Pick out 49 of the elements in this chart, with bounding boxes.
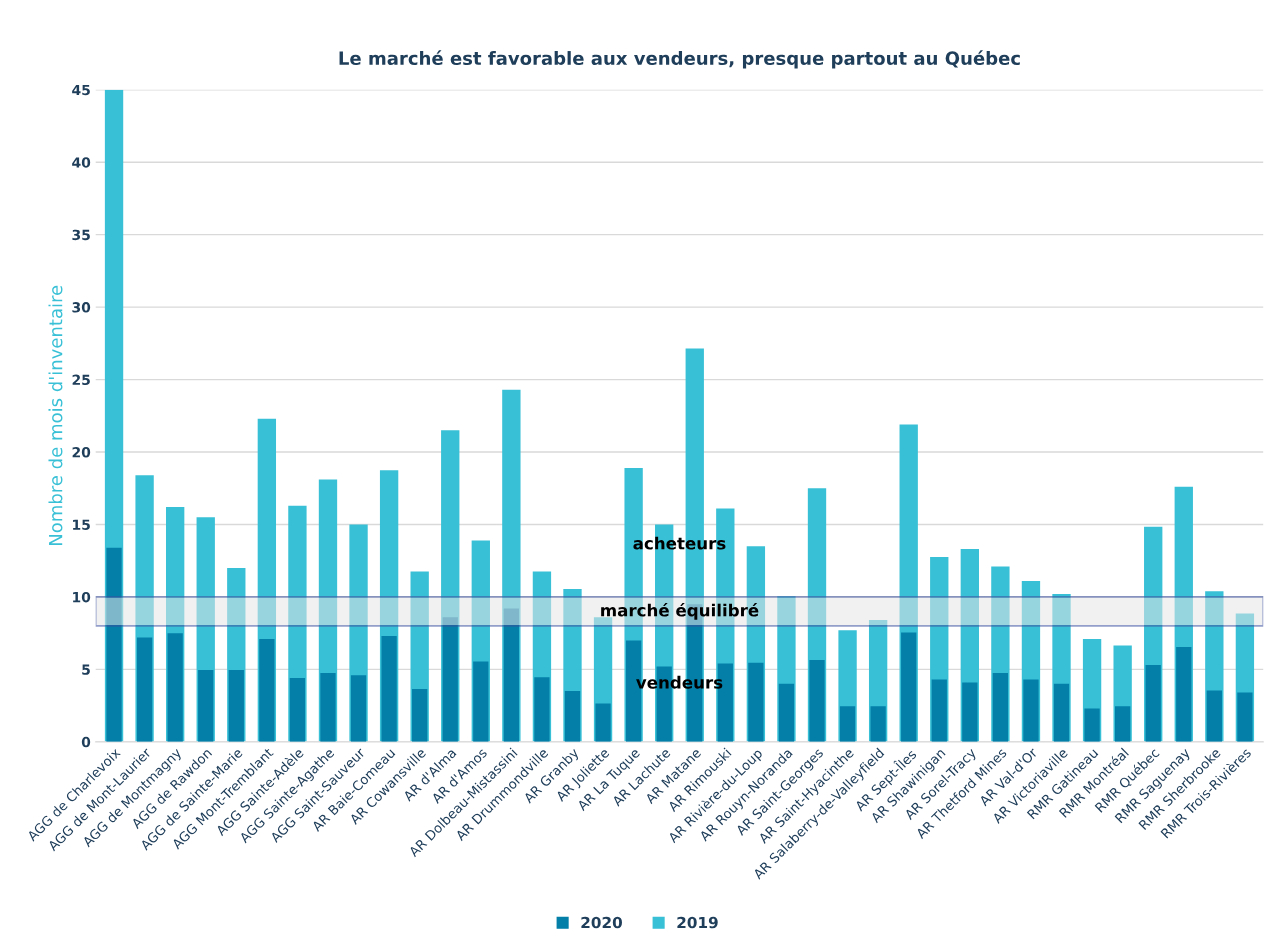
bar (503, 608, 520, 742)
bar (534, 677, 550, 742)
bar (809, 659, 825, 742)
chart-title: Le marché est favorable aux vendeurs, presque partout au Québec (339, 50, 1020, 69)
bar (901, 632, 917, 742)
bar (1145, 665, 1161, 742)
bar (228, 670, 244, 742)
bar (870, 706, 886, 742)
y-tick-label: 0 (81, 736, 91, 748)
bar (106, 547, 122, 742)
y-tick-label: 35 (72, 229, 90, 241)
bar (564, 691, 581, 742)
bar (1115, 706, 1131, 742)
y-tick-label: 40 (72, 157, 91, 168)
bar (839, 706, 856, 742)
y-tick-label: 15 (73, 519, 90, 530)
bar (259, 638, 275, 742)
bar (442, 617, 458, 742)
bar (412, 688, 428, 742)
y-tick-label: 25 (72, 374, 90, 386)
bar (992, 673, 1009, 742)
bar (931, 679, 947, 742)
bar (198, 670, 214, 742)
bar (778, 683, 795, 742)
bar (1237, 692, 1253, 742)
bar (1206, 690, 1222, 742)
bar (1176, 646, 1192, 742)
bar (320, 673, 336, 742)
bar (962, 682, 978, 742)
bar (473, 661, 489, 742)
bar (748, 662, 764, 742)
bar (595, 703, 611, 742)
bar (1084, 708, 1100, 742)
y-tick-label: 5 (82, 664, 90, 675)
bar (381, 636, 397, 742)
bar (289, 678, 306, 742)
y-tick-label: 20 (72, 446, 91, 458)
y-axis-title: Nombre de mois d'inventaire (48, 285, 63, 546)
legend-label: 2019 (677, 916, 718, 929)
band-label: marché équilibré (601, 603, 759, 620)
bar (1053, 683, 1070, 742)
y-tick-label: 30 (72, 302, 91, 313)
y-tick-label: 45 (72, 84, 90, 96)
bar (1023, 679, 1039, 742)
bar (350, 675, 367, 742)
bar (136, 637, 153, 742)
bar (167, 633, 183, 742)
y-tick-label: 10 (73, 591, 91, 603)
legend-label: 2020 (581, 916, 622, 929)
